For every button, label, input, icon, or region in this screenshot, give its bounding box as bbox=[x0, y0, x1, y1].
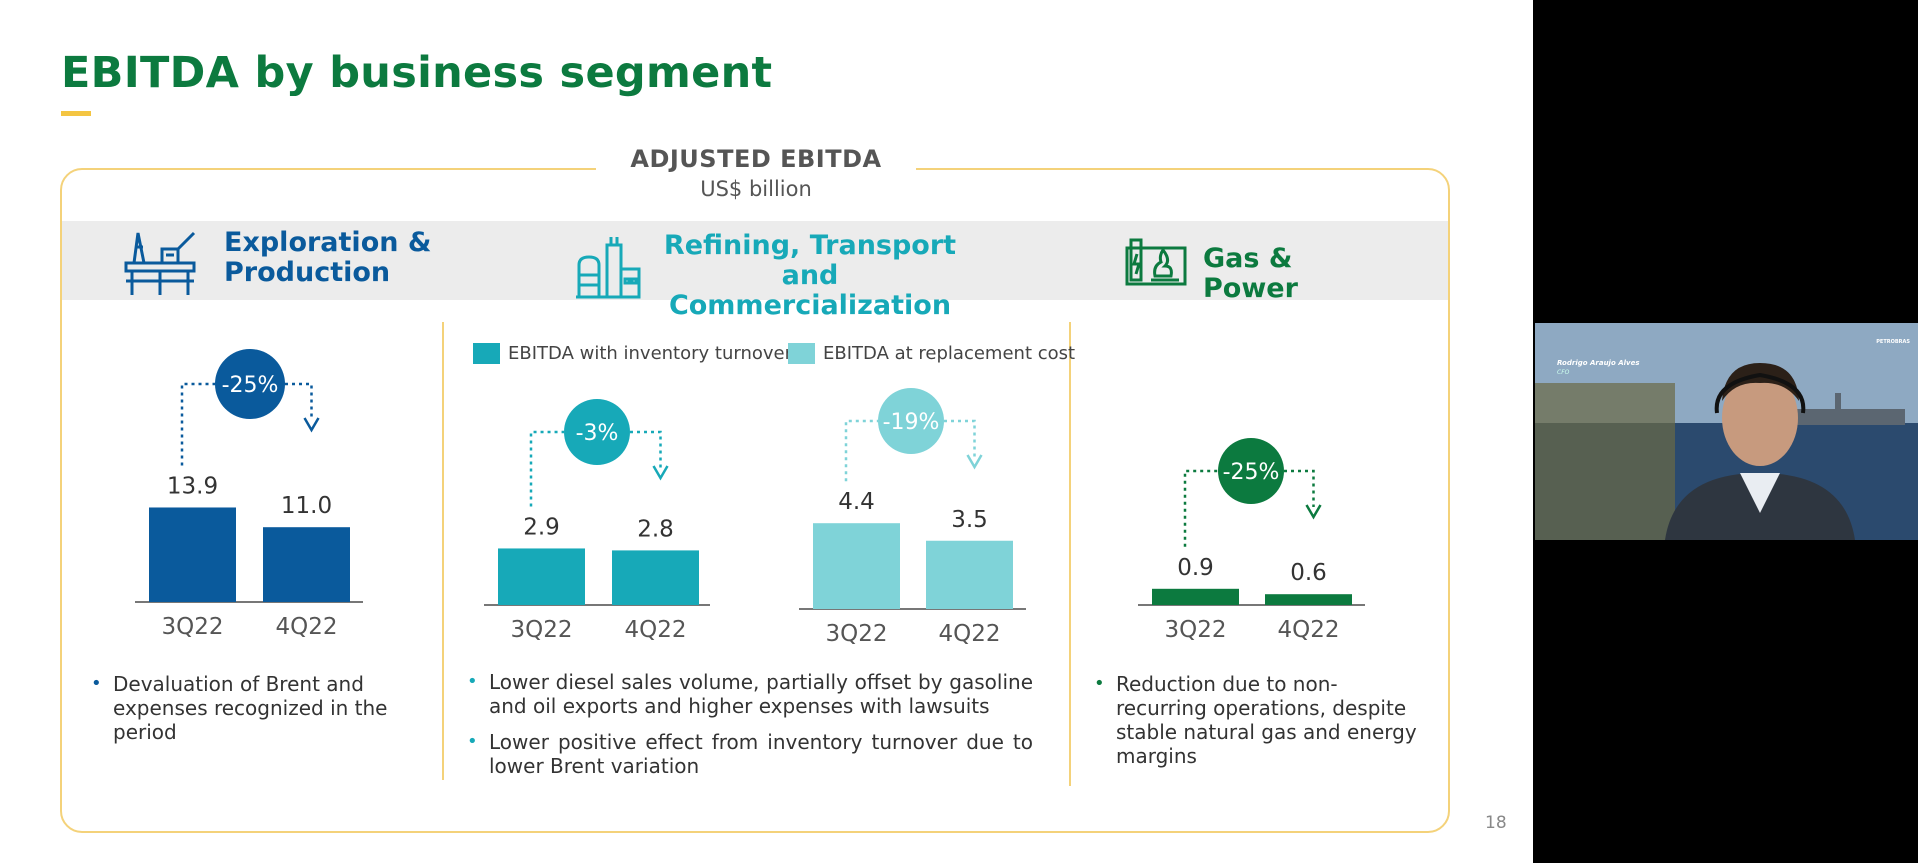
bullet-rtc-1: Lower diesel sales volume, partially off… bbox=[467, 670, 1033, 718]
chart-0-value-label-1: 11.0 bbox=[281, 493, 332, 519]
chart-3-arrow-head bbox=[1305, 504, 1322, 520]
chart-1-value-label-1: 2.8 bbox=[637, 516, 674, 542]
legend-swatch-replacement bbox=[788, 343, 815, 364]
legend-item-replacement: EBITDA at replacement cost bbox=[788, 343, 1075, 364]
segment-name-gp: Gas & Power bbox=[1203, 243, 1298, 304]
segment-header-rtc: Refining, Transport and Commercializatio… bbox=[573, 230, 1013, 321]
chart-1-arrow-left bbox=[529, 430, 564, 507]
bullet-ep-1: Devaluation of Brent and expenses recogn… bbox=[91, 672, 411, 744]
chart-3-category-label-0: 3Q22 bbox=[1164, 617, 1226, 643]
bullets-rtc: Lower diesel sales volume, partially off… bbox=[467, 670, 1033, 790]
page-title: EBITDA by business segment bbox=[61, 48, 773, 98]
legend-swatch-inventory bbox=[473, 343, 500, 364]
bullets-gp: Reduction due to non-recurring operation… bbox=[1094, 672, 1424, 780]
chart-2-value-label-0: 4.4 bbox=[838, 489, 875, 515]
chart-2-arrow-right bbox=[944, 419, 976, 457]
chart-1-change-badge bbox=[564, 399, 630, 465]
chart-1-value-label-0: 2.9 bbox=[523, 514, 560, 540]
divider-left bbox=[442, 322, 444, 780]
segment-name-rtc-line2: Commercialization bbox=[668, 290, 952, 321]
chart-0-category-label-0: 3Q22 bbox=[161, 614, 223, 640]
bullets-ep: Devaluation of Brent and expenses recogn… bbox=[91, 672, 411, 756]
chart-3-bar-1 bbox=[1265, 594, 1352, 605]
chart-1-change-label: -3% bbox=[576, 421, 619, 446]
chart-1-category-label-0: 3Q22 bbox=[510, 617, 572, 643]
segment-header-gp: Gas & Power bbox=[1125, 236, 1385, 304]
divider-right bbox=[1069, 322, 1071, 786]
chart-2-arrow-head bbox=[966, 454, 983, 470]
segment-header-band bbox=[62, 221, 1448, 300]
chart-2-change-badge bbox=[878, 388, 944, 454]
chart-0-value-label-0: 13.9 bbox=[167, 473, 218, 499]
chart-3-arrow-left bbox=[1183, 469, 1218, 547]
speaker-role: CFO bbox=[1557, 369, 1570, 376]
chart-2-value-label-1: 3.5 bbox=[951, 507, 988, 533]
chart-title: ADJUSTED EBITDA bbox=[630, 145, 882, 173]
chart-1-bar-1 bbox=[612, 550, 699, 605]
speaker-video-frame bbox=[1535, 323, 1918, 540]
chart-0-change-label: -25% bbox=[222, 373, 279, 398]
oil-platform-icon bbox=[124, 231, 196, 295]
segment-name-ep-line1: Exploration & bbox=[224, 227, 432, 258]
charts-canvas: 13.9 3Q22 11.0 4Q22 -25% 2.9 3Q22 2.8 4Q22 -3% 4.4… bbox=[135, 349, 1365, 647]
gas-power-icon bbox=[1125, 238, 1187, 286]
chart-0-category-label-1: 4Q22 bbox=[275, 614, 337, 640]
legend-label-inventory: EBITDA with inventory turnover bbox=[508, 343, 793, 364]
speaker-name: Rodrigo Araujo Alves bbox=[1557, 359, 1640, 367]
chart-0-arrow-right bbox=[285, 382, 313, 420]
chart-1-arrow-right bbox=[630, 430, 662, 468]
segment-name-rtc-line1: Refining, Transport and bbox=[663, 230, 957, 291]
chart-1-arrow-head bbox=[652, 465, 669, 481]
page-number: 18 bbox=[1485, 813, 1507, 833]
chart-0-change-badge bbox=[215, 349, 285, 419]
presentation-slide: EBITDA by business segment ADJUSTED EBIT… bbox=[0, 0, 1533, 863]
brand-logo-text: PETROBRAS bbox=[1876, 339, 1910, 345]
chart-2-bar-1 bbox=[926, 540, 1013, 609]
chart-heading: ADJUSTED EBITDA US$ billion bbox=[596, 145, 916, 213]
speaker-video[interactable]: Rodrigo Araujo Alves CFO PETROBRAS bbox=[1535, 323, 1918, 540]
chart-3-change-badge bbox=[1218, 438, 1284, 504]
chart-0-bar-1 bbox=[263, 527, 350, 602]
chart-unit: US$ billion bbox=[700, 177, 812, 201]
chart-3-value-label-0: 0.9 bbox=[1177, 555, 1214, 581]
chart-2-bar-0 bbox=[813, 523, 900, 609]
chart-0-bar-0 bbox=[149, 507, 236, 602]
chart-1-category-label-1: 4Q22 bbox=[624, 617, 686, 643]
segment-header-ep: Exploration & Production bbox=[122, 226, 442, 296]
chart-2-category-label-1: 4Q22 bbox=[938, 621, 1000, 647]
chart-1-bar-0 bbox=[498, 548, 585, 605]
segment-name-ep-line2: Production bbox=[224, 257, 391, 288]
chart-0-arrow-left bbox=[180, 382, 215, 466]
bullet-rtc-2: Lower positive effect from inventory tur… bbox=[467, 730, 1033, 778]
legend-label-replacement: EBITDA at replacement cost bbox=[823, 343, 1076, 364]
chart-2-category-label-0: 3Q22 bbox=[825, 621, 887, 647]
chart-3-bar-0 bbox=[1152, 588, 1239, 605]
chart-3-change-label: -25% bbox=[1223, 460, 1280, 485]
refinery-icon bbox=[576, 237, 641, 299]
chart-0-arrow-head bbox=[303, 417, 320, 433]
title-accent-bar bbox=[61, 111, 91, 116]
legend-item-inventory: EBITDA with inventory turnover bbox=[473, 343, 792, 364]
chart-2-change-label: -19% bbox=[883, 410, 940, 435]
chart-3-category-label-1: 4Q22 bbox=[1277, 617, 1339, 643]
chart-3-arrow-right bbox=[1284, 469, 1315, 507]
bullet-gp-1: Reduction due to non-recurring operation… bbox=[1094, 672, 1424, 768]
chart-2-arrow-left bbox=[844, 419, 878, 482]
chart-3-value-label-1: 0.6 bbox=[1290, 560, 1327, 586]
